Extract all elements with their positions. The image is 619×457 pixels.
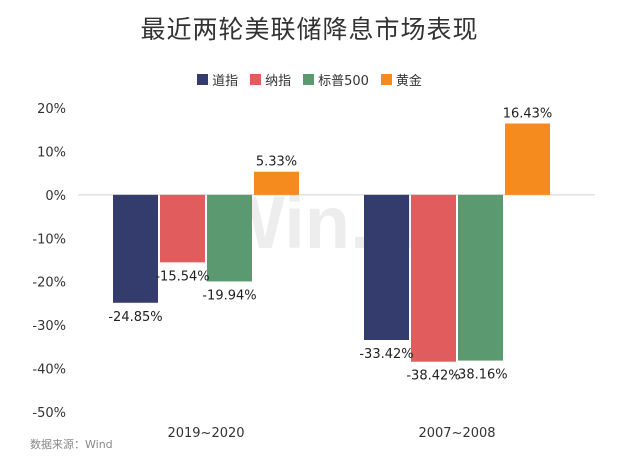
legend-item: 标普500	[303, 70, 369, 89]
bar	[505, 123, 550, 195]
bar	[207, 194, 252, 282]
data-label: -15.54%	[155, 269, 209, 284]
y-tick-label: 10%	[37, 145, 66, 160]
x-category-label: 2019~2020	[167, 426, 244, 441]
chart-title: 最近两轮美联储降息市场表现	[140, 15, 479, 44]
source-note: 数据来源：Wind	[30, 438, 113, 451]
data-label: -38.16%	[453, 368, 507, 383]
y-tick-label: -40%	[32, 363, 66, 378]
bar	[160, 194, 205, 263]
legend-label: 道指	[212, 74, 239, 89]
data-label: -19.94%	[202, 288, 256, 303]
legend-item: 黄金	[380, 70, 422, 89]
legend-swatch	[197, 74, 209, 85]
legend-label: 纳指	[265, 74, 292, 89]
x-category-label: 2007~2008	[418, 426, 495, 441]
y-tick-label: -50%	[32, 406, 66, 421]
bar	[411, 194, 456, 362]
y-tick-label: -20%	[32, 276, 66, 291]
y-tick-label: -30%	[32, 319, 66, 334]
bar	[364, 194, 409, 340]
y-tick-label: -10%	[32, 232, 66, 247]
legend-item: 道指	[197, 70, 238, 89]
bar	[458, 194, 503, 361]
y-tick-label: 0%	[45, 189, 66, 204]
data-label: 5.33%	[256, 155, 297, 170]
legend-item: 纳指	[250, 70, 291, 89]
legend-swatch	[380, 74, 392, 85]
legend-label: 标普500	[318, 74, 369, 89]
bar	[254, 171, 299, 195]
data-label: 16.43%	[503, 107, 553, 122]
y-tick-label: 20%	[37, 102, 66, 117]
data-label: -33.42%	[359, 347, 413, 362]
legend: 道指 纳指 标普500 黄金	[0, 70, 619, 89]
legend-swatch	[250, 74, 262, 85]
data-label: -38.42%	[406, 369, 460, 384]
legend-swatch	[303, 74, 315, 85]
bar	[113, 194, 158, 303]
data-label: -24.85%	[108, 310, 162, 325]
legend-label: 黄金	[395, 74, 422, 89]
